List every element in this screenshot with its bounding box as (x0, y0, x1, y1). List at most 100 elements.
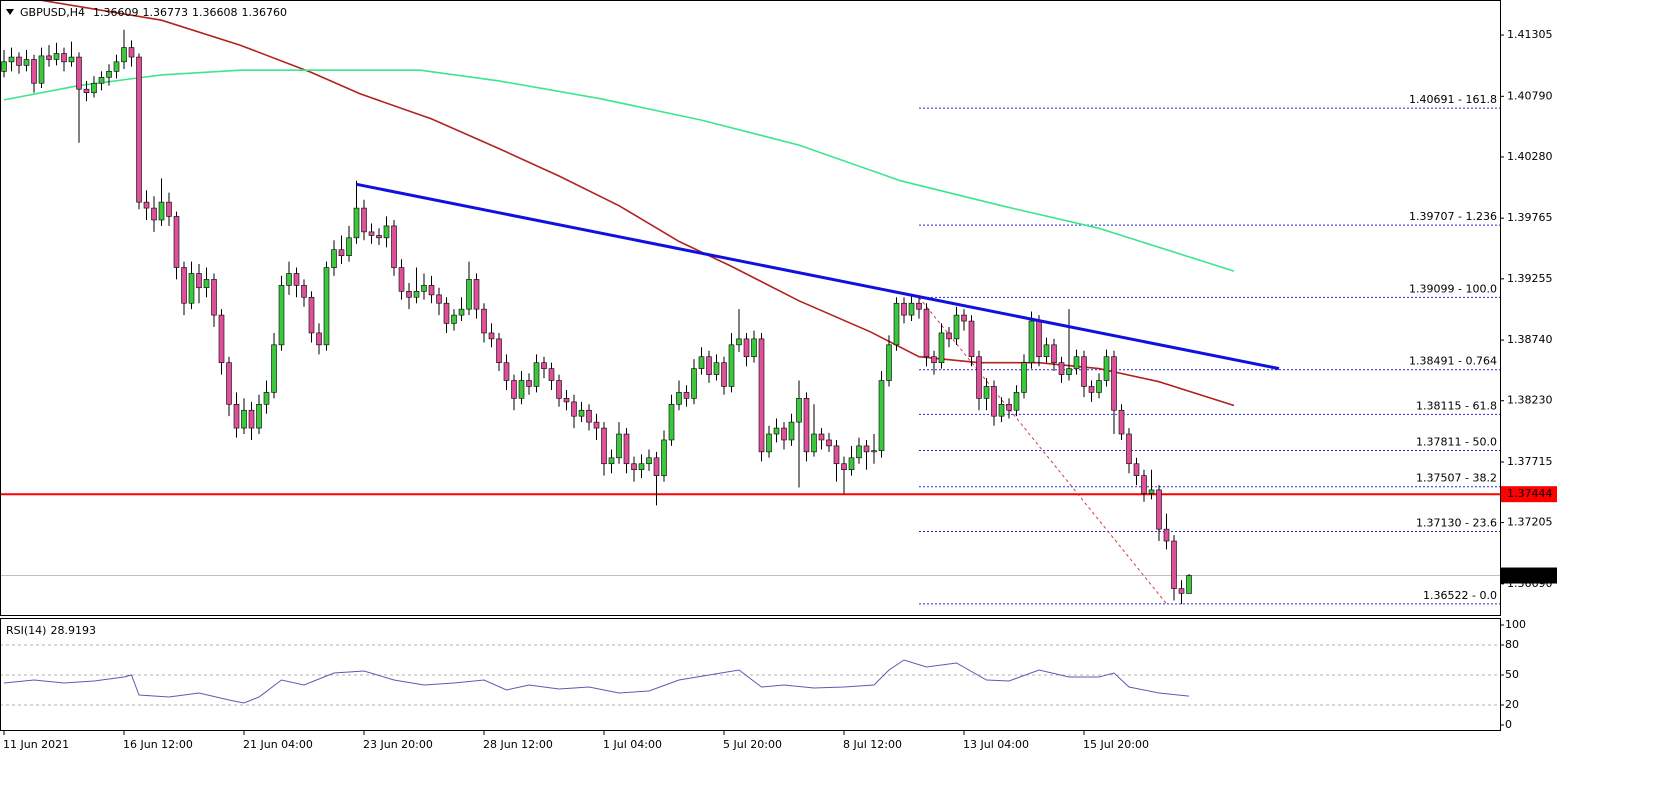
rsi-tick-label: 0 (1505, 718, 1512, 731)
candle-body (368, 231, 375, 236)
candle-body (158, 201, 165, 221)
candle-body (638, 463, 645, 470)
candle-body (931, 356, 937, 363)
candle-body (196, 273, 202, 289)
candle-body (938, 332, 945, 363)
candle-body (818, 433, 825, 441)
candle-body (863, 445, 870, 453)
candle-body (871, 450, 877, 453)
ohlc-close: 1.36760 (241, 6, 287, 19)
candle-body (436, 294, 442, 304)
candle-body (533, 362, 540, 387)
candle-body (383, 225, 390, 239)
candle-body (503, 362, 510, 381)
rsi-tick-label: 50 (1505, 668, 1519, 681)
candle-body (976, 356, 982, 399)
candle-body (398, 267, 405, 292)
candle-body (451, 314, 457, 324)
candle-body (578, 409, 585, 417)
candle-body (68, 56, 75, 63)
candle-body (181, 267, 187, 304)
candle-body (683, 392, 690, 399)
candle-body (541, 362, 547, 369)
fib-label: 1.37130 - 23.6 (1416, 517, 1497, 530)
candle-body (1073, 356, 1080, 369)
candle-body (691, 368, 697, 399)
candle-body (188, 273, 195, 304)
candle-body (121, 47, 127, 63)
candle-body (661, 439, 667, 476)
fib-label: 1.40691 - 161.8 (1409, 93, 1497, 106)
candle-body (1171, 540, 1177, 589)
candle-body (833, 445, 840, 465)
support-tag (1501, 486, 1557, 503)
candle-body (308, 296, 315, 334)
rsi-tick-label: 20 (1505, 698, 1519, 711)
candle-body (218, 314, 225, 363)
candle-body (886, 344, 892, 381)
candle-body (293, 273, 300, 286)
symbol: GBPUSD,H4 (20, 6, 85, 19)
candle-body (511, 380, 517, 399)
x-tick-label: 8 Jul 12:00 (843, 738, 902, 751)
candle-body (406, 291, 412, 298)
main-frame (0, 0, 1501, 616)
candle-body (728, 344, 735, 387)
ohlc-open: 1.36609 (93, 6, 139, 19)
fib-label: 1.39099 - 100.0 (1409, 282, 1497, 295)
y-tick-label: 1.39765 (1507, 211, 1553, 224)
chart-header: GBPUSD,H4 1.36609 1.36773 1.36608 1.36760 (20, 6, 287, 19)
candle-body (1051, 344, 1057, 363)
candle-body (458, 308, 465, 316)
x-tick-label: 16 Jun 12:00 (123, 738, 193, 751)
candle-body (953, 314, 960, 340)
candle-body (473, 279, 480, 310)
axes: 1.41305 1.40790 1.40280 1.39765 1.39255 1.387… (3, 28, 1557, 751)
candle-body (91, 82, 97, 94)
candle-body (968, 320, 975, 358)
candle-body (361, 207, 367, 233)
candle-body (1163, 528, 1170, 542)
candle-body (256, 403, 262, 429)
candle-body (841, 463, 847, 470)
candle-body (946, 332, 952, 340)
support-tag-label: 1.37444 (1507, 487, 1553, 500)
candle-body (668, 403, 675, 441)
candle-body (233, 403, 240, 429)
candle-body (878, 380, 885, 451)
candle-body (608, 457, 615, 465)
x-tick-label: 15 Jul 20:00 (1083, 738, 1149, 751)
menu-arrow[interactable] (6, 9, 14, 15)
fib-label: 1.37507 - 38.2 (1416, 472, 1497, 485)
candle-body (698, 356, 705, 369)
trendline (356, 182, 1280, 371)
candle-body (488, 332, 495, 340)
candle-body (211, 279, 217, 316)
candle-body (571, 401, 577, 417)
fib-label: 1.39707 - 1.236 (1409, 210, 1497, 223)
candle-body (601, 427, 607, 465)
candle-body (173, 216, 180, 268)
candle-body (353, 207, 360, 239)
candle-body (856, 445, 862, 459)
candle-body (1186, 575, 1192, 594)
candle-body (376, 235, 382, 239)
candle-body (136, 56, 142, 203)
candle-body (428, 285, 435, 296)
candle-body (1066, 368, 1072, 375)
rsi-tick-label: 100 (1505, 618, 1526, 631)
candle-body (766, 433, 772, 453)
candle-body (781, 427, 787, 441)
candle-body (128, 47, 135, 58)
candle-body (23, 59, 30, 66)
price-tag-label: 1.36760 (1507, 569, 1553, 582)
candle-body (893, 302, 900, 346)
candle-body (923, 308, 930, 358)
rsi-value: 28.9193 (50, 624, 96, 637)
candle-body (98, 76, 105, 84)
candle-body (961, 314, 967, 322)
candle-body (16, 56, 22, 66)
candle-body (46, 55, 52, 60)
candle-body (518, 380, 525, 399)
